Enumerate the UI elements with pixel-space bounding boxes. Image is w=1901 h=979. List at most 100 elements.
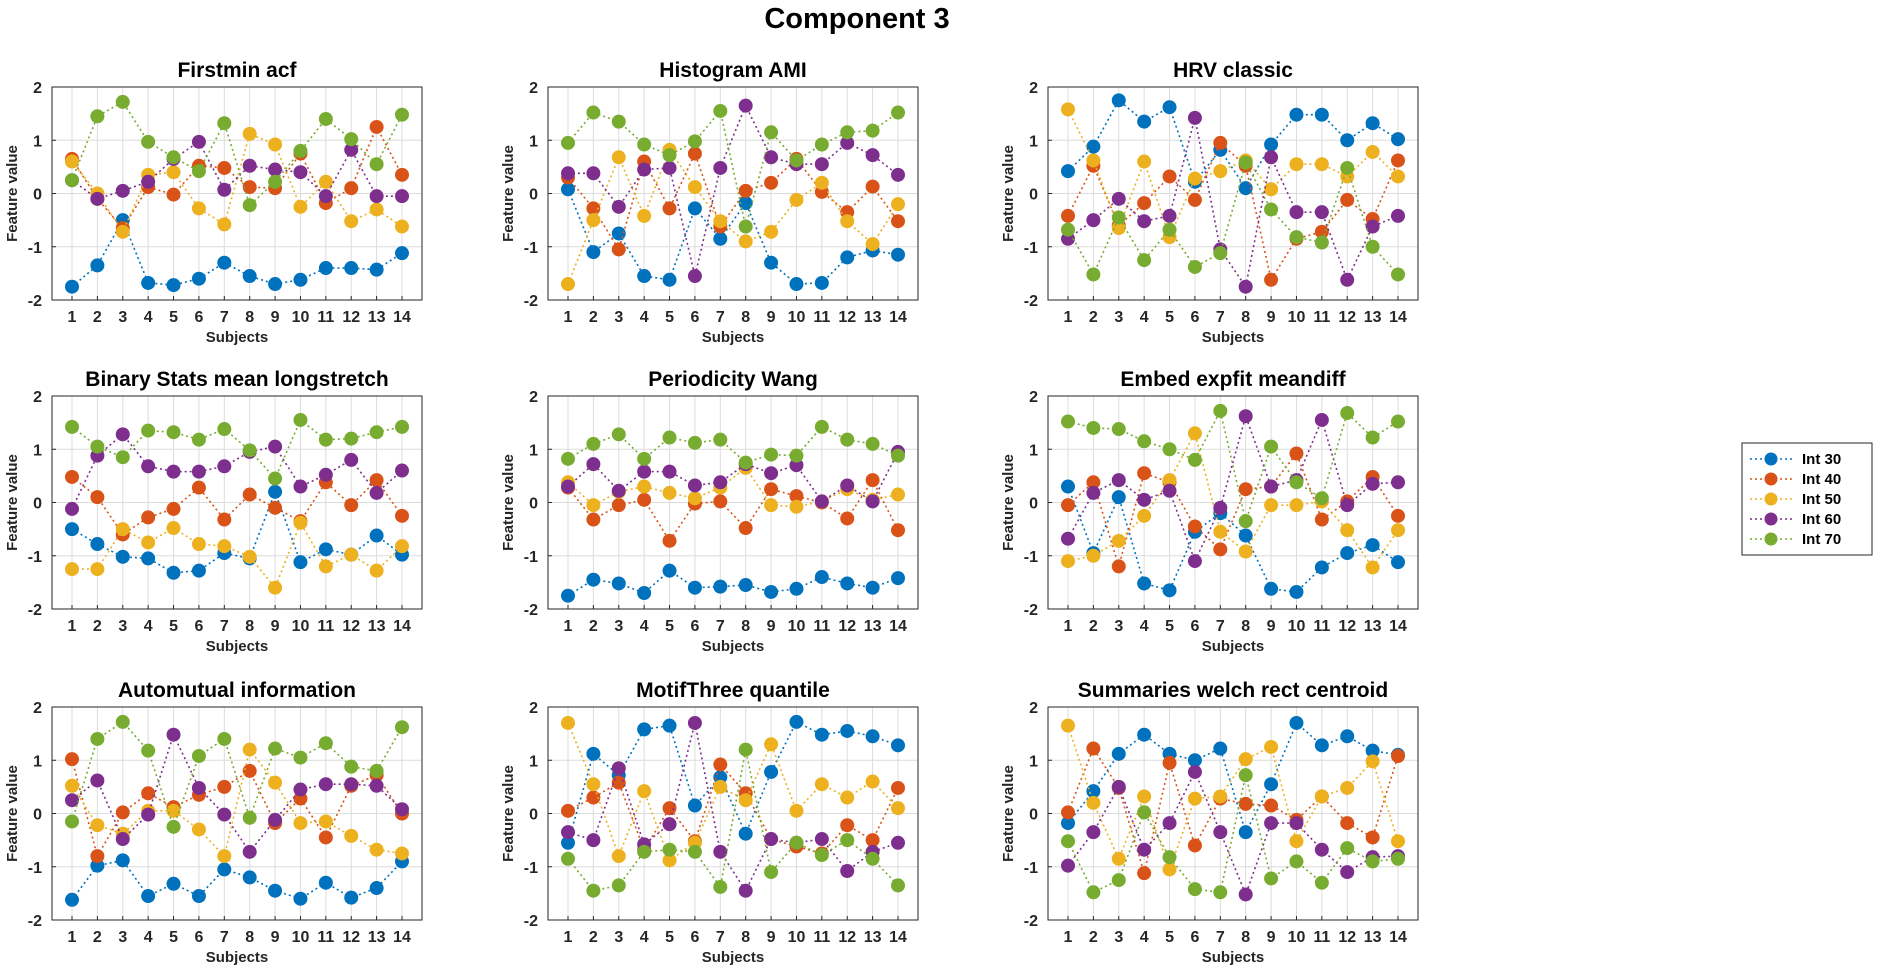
- data-point: [217, 512, 232, 527]
- data-point: [1213, 524, 1228, 539]
- x-tick-label: 8: [245, 929, 254, 946]
- data-point: [191, 480, 206, 495]
- data-point: [764, 498, 779, 513]
- x-tick-label: 9: [271, 618, 280, 635]
- series-int-60: [561, 444, 905, 509]
- data-point: [1086, 213, 1101, 228]
- data-point: [738, 455, 753, 470]
- series-int-70: [561, 419, 905, 470]
- data-point: [1365, 239, 1380, 254]
- y-axis-label: Feature value: [4, 145, 21, 242]
- x-tick-label: 5: [665, 929, 674, 946]
- data-point: [586, 572, 601, 587]
- data-point: [1111, 559, 1126, 574]
- data-point: [1289, 205, 1304, 220]
- y-tick-label: 0: [33, 807, 42, 824]
- data-point: [738, 826, 753, 841]
- data-point: [1264, 498, 1279, 513]
- data-point: [141, 510, 156, 525]
- data-point: [1289, 475, 1304, 490]
- data-point: [293, 143, 308, 158]
- data-point: [891, 167, 905, 182]
- data-point: [840, 818, 855, 833]
- x-axis-label: Subjects: [702, 329, 765, 346]
- legend-item-int-30[interactable]: Int 30: [1750, 451, 1841, 468]
- data-point: [395, 167, 409, 182]
- legend-item-int-40[interactable]: Int 40: [1750, 471, 1841, 488]
- x-tick-label: 3: [118, 929, 127, 946]
- data-point: [1187, 753, 1202, 768]
- x-tick-label: 10: [292, 618, 310, 635]
- x-tick-label: 12: [1338, 309, 1356, 326]
- data-point: [586, 213, 601, 228]
- data-point: [662, 801, 677, 816]
- data-point: [840, 432, 855, 447]
- data-point: [344, 777, 359, 792]
- data-point: [318, 830, 333, 845]
- data-point: [90, 109, 105, 124]
- data-point: [166, 819, 181, 834]
- x-tick-label: 14: [889, 929, 907, 946]
- data-point: [369, 563, 384, 578]
- data-point: [1340, 816, 1355, 831]
- x-tick-label: 12: [342, 309, 360, 326]
- series-line: [1067, 725, 1399, 872]
- legend[interactable]: Int 30 Int 40 Int 50 Int 60 Int 70: [1741, 442, 1873, 556]
- data-point: [814, 832, 829, 847]
- data-point: [814, 275, 829, 290]
- data-point: [344, 828, 359, 843]
- data-point: [242, 742, 257, 757]
- legend-label: Int 40: [1802, 471, 1841, 488]
- x-tick-label: 12: [838, 618, 856, 635]
- data-point: [713, 579, 728, 594]
- x-tick-label: 12: [1338, 618, 1356, 635]
- legend-item-int-50[interactable]: Int 50: [1750, 491, 1841, 508]
- data-point: [662, 718, 677, 733]
- x-tick-label: 9: [767, 309, 776, 326]
- x-tick-label: 9: [271, 929, 280, 946]
- data-point: [1061, 414, 1075, 429]
- legend-item-int-70[interactable]: Int 70: [1750, 531, 1841, 548]
- x-tick-label: 6: [1190, 309, 1199, 326]
- data-point: [840, 576, 855, 591]
- x-tick-label: 2: [93, 929, 102, 946]
- data-point: [1314, 157, 1329, 172]
- data-point: [891, 448, 905, 463]
- data-point: [637, 492, 652, 507]
- y-tick-label: 0: [529, 807, 538, 824]
- data-point: [395, 508, 409, 523]
- data-point: [1137, 154, 1152, 169]
- y-axis-label: Feature value: [1000, 454, 1017, 551]
- data-point: [713, 494, 728, 509]
- data-point: [369, 842, 384, 857]
- data-point: [242, 870, 257, 885]
- data-point: [561, 825, 575, 840]
- series-line: [1067, 774, 1399, 894]
- data-point: [1086, 485, 1101, 500]
- data-point: [166, 278, 181, 293]
- x-tick-label: 7: [716, 309, 725, 326]
- x-tick-label: 4: [640, 618, 649, 635]
- data-point: [1289, 107, 1304, 122]
- data-point: [395, 419, 409, 434]
- data-point: [738, 793, 753, 808]
- data-point: [1213, 741, 1228, 756]
- data-point: [687, 201, 702, 216]
- data-point: [1061, 164, 1075, 179]
- data-point: [738, 742, 753, 757]
- data-point: [814, 137, 829, 152]
- data-point: [561, 803, 575, 818]
- data-point: [90, 490, 105, 505]
- data-point: [1238, 482, 1253, 497]
- data-point: [1314, 512, 1329, 527]
- data-point: [1111, 490, 1126, 505]
- data-point: [141, 275, 156, 290]
- x-tick-label: 1: [1064, 309, 1073, 326]
- data-point: [662, 485, 677, 500]
- data-point: [891, 571, 905, 586]
- data-point: [90, 537, 105, 552]
- data-point: [789, 803, 804, 818]
- data-point: [611, 775, 626, 790]
- legend-item-int-60[interactable]: Int 60: [1750, 511, 1841, 528]
- subplot-title: MotifThree quantile: [636, 679, 830, 702]
